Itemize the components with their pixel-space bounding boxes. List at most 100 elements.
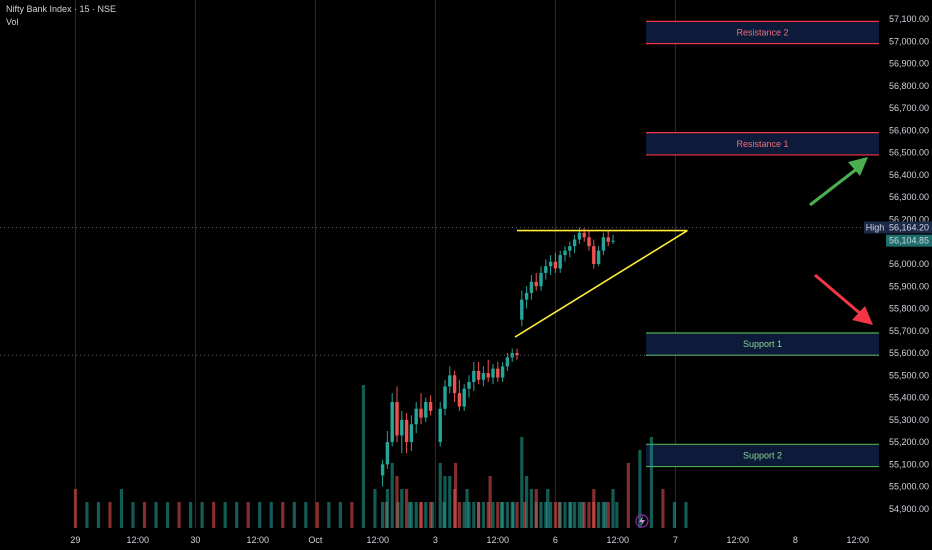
price-tick-label: 57,000.00	[889, 36, 929, 46]
candle-body[interactable]	[414, 408, 418, 425]
candle-body[interactable]	[505, 357, 510, 367]
candle-body[interactable]	[568, 246, 572, 251]
candle-body[interactable]	[476, 370, 481, 380]
volume-bar	[246, 502, 250, 528]
candle-body[interactable]	[424, 402, 428, 418]
candle-body[interactable]	[486, 373, 490, 378]
price-axis: 54,900.00 55,000.00 55,100.00 55,200.00 55,3…	[864, 0, 932, 550]
candle-body[interactable]	[558, 255, 562, 269]
volume-bar	[405, 489, 409, 528]
price-tick-label: 56,600.00	[889, 125, 929, 135]
volume-bar	[315, 502, 319, 528]
volume-bar	[505, 502, 509, 528]
candle-body[interactable]	[606, 237, 610, 242]
candle-body[interactable]	[438, 408, 442, 443]
price-tick-label: 55,600.00	[889, 348, 929, 358]
candle-body[interactable]	[472, 370, 476, 382]
candle-body[interactable]	[539, 272, 543, 287]
candle-body[interactable]	[467, 381, 471, 389]
resistance-zone[interactable]	[646, 21, 879, 44]
volume-bar	[520, 437, 524, 528]
volume-bar	[488, 476, 492, 528]
candle-body[interactable]	[596, 250, 601, 264]
volume-bar	[327, 502, 331, 528]
candle-body[interactable]	[496, 368, 500, 378]
volume-bar	[539, 502, 543, 528]
candle-body[interactable]	[572, 239, 577, 247]
volume-bar	[587, 502, 591, 528]
volume-bar	[615, 502, 619, 528]
candle-body[interactable]	[577, 232, 582, 240]
volume-bar	[549, 502, 553, 528]
bearish-arrow-icon	[852, 306, 873, 325]
candle-body[interactable]	[592, 246, 596, 264]
volume-bar	[568, 502, 572, 528]
candle-body[interactable]	[491, 368, 495, 378]
candle-body[interactable]	[462, 388, 466, 407]
candle-body[interactable]	[443, 386, 447, 409]
candle-body[interactable]	[544, 266, 548, 273]
candle-body[interactable]	[448, 375, 452, 387]
lightning-glyph-icon	[639, 516, 645, 526]
volume-bar	[281, 502, 285, 528]
candle-body[interactable]	[385, 442, 390, 465]
volume-bar	[385, 489, 389, 528]
candle-body[interactable]	[390, 402, 394, 443]
volume-bar	[258, 502, 262, 528]
candle-body[interactable]	[380, 464, 385, 476]
volume-bar	[592, 489, 596, 528]
volume-bar	[534, 489, 538, 528]
resistance-zone[interactable]	[646, 132, 879, 155]
candle-body[interactable]	[400, 419, 404, 436]
candle-body[interactable]	[520, 299, 524, 320]
volume-bar	[510, 502, 514, 528]
candle-body[interactable]	[452, 375, 457, 394]
price-tick-label: 57,100.00	[889, 14, 929, 24]
candle-body[interactable]	[529, 281, 534, 293]
time-tick-label: 12:00	[607, 535, 630, 545]
high-price-badge	[886, 221, 932, 234]
high-badge-label: High	[866, 222, 885, 232]
candle-body[interactable]	[601, 237, 606, 251]
price-tick-label: 54,900.00	[889, 504, 929, 514]
volume-bar	[350, 502, 354, 528]
volume-bar	[177, 502, 181, 528]
candle-body[interactable]	[582, 232, 586, 238]
time-tick-label: 12:00	[487, 535, 510, 545]
price-tick-label: 56,700.00	[889, 103, 929, 113]
candle-body[interactable]	[419, 408, 423, 418]
time-axis: 29 12:00 30 12:00 Oct 12:00 3 12:00 6 12:00 7 12:00…	[0, 530, 932, 550]
volume-bar	[496, 502, 500, 528]
volume-bar	[563, 502, 567, 528]
volume-bar	[407, 502, 412, 528]
candle-body[interactable]	[611, 240, 615, 242]
volume-bar	[467, 502, 471, 528]
candle-body[interactable]	[515, 353, 519, 356]
volume-bar	[465, 489, 469, 528]
candle-body[interactable]	[548, 261, 553, 267]
candle-body[interactable]	[395, 402, 399, 436]
volume-bar	[601, 502, 605, 528]
support-zone[interactable]	[646, 333, 879, 356]
lightning-icon[interactable]	[635, 514, 649, 528]
price-tick-label: 56,000.00	[889, 259, 929, 269]
candle-body[interactable]	[524, 292, 529, 300]
support-zone[interactable]	[646, 444, 879, 467]
time-tick-label: 12:00	[127, 535, 150, 545]
candle-body[interactable]	[457, 393, 462, 407]
price-tick-label: 55,300.00	[889, 415, 929, 425]
candle-body[interactable]	[404, 419, 409, 443]
volume-bar	[85, 502, 89, 528]
candle-body[interactable]	[500, 366, 505, 378]
candle-body[interactable]	[534, 281, 538, 287]
candle-body[interactable]	[481, 373, 486, 380]
triangle-bottom-line[interactable]	[514, 229, 688, 338]
candle-body[interactable]	[428, 402, 433, 411]
volume-bar	[108, 502, 112, 528]
candle-body[interactable]	[563, 250, 567, 256]
candle-body[interactable]	[553, 261, 558, 269]
volume-bar	[457, 502, 461, 528]
candle-body[interactable]	[587, 237, 591, 247]
candle-body[interactable]	[409, 424, 414, 443]
